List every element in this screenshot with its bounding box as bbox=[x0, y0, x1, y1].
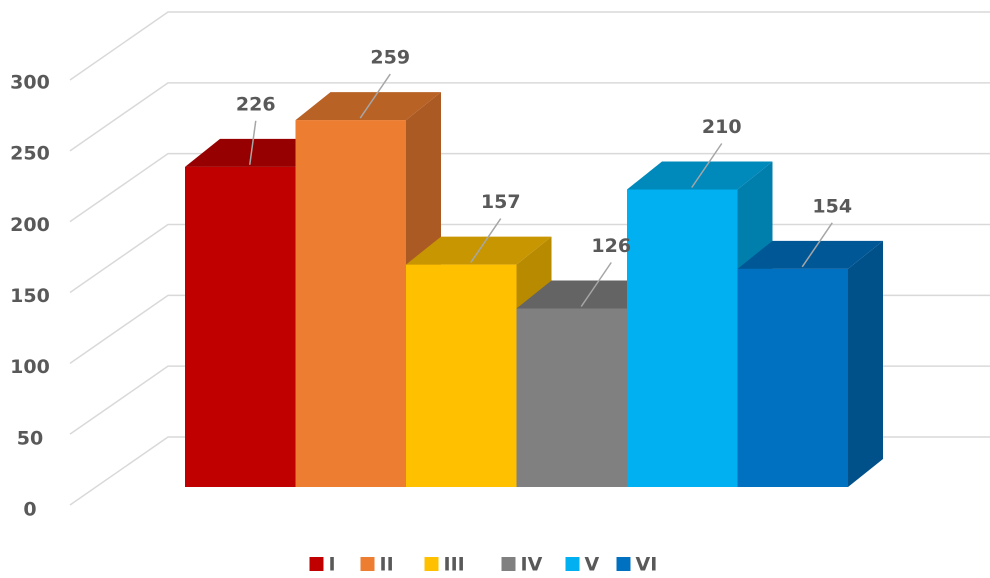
y-tick-label: 150 bbox=[10, 285, 50, 307]
legend-label: IV bbox=[521, 554, 543, 576]
leader-line bbox=[359, 73, 391, 119]
y-tick-label: 300 bbox=[10, 72, 50, 94]
leader-line bbox=[691, 143, 723, 188]
leader-line bbox=[249, 120, 257, 165]
legend-swatch bbox=[501, 557, 516, 571]
bar bbox=[737, 268, 848, 487]
leader-line bbox=[470, 218, 502, 264]
y-tick-label: 50 bbox=[17, 427, 43, 449]
bar-side bbox=[848, 240, 883, 487]
bar bbox=[185, 166, 296, 488]
grid-line bbox=[69, 152, 990, 223]
data-label: 226 bbox=[236, 93, 276, 115]
bar bbox=[295, 120, 406, 487]
legend-label: III bbox=[444, 554, 465, 576]
data-label: 154 bbox=[812, 195, 852, 217]
legend-label: I bbox=[329, 554, 336, 576]
y-tick-label: 100 bbox=[10, 356, 50, 378]
leader-line bbox=[801, 222, 833, 268]
legend-swatch bbox=[424, 557, 439, 571]
y-tick-label: 200 bbox=[10, 214, 50, 236]
legend-label: VI bbox=[636, 554, 658, 576]
data-label: 259 bbox=[370, 47, 410, 69]
grid-line bbox=[69, 11, 990, 81]
legend-swatch bbox=[309, 557, 324, 571]
data-label: 210 bbox=[702, 116, 742, 138]
y-tick-label: 250 bbox=[10, 143, 50, 165]
y-tick-label: 0 bbox=[23, 499, 36, 521]
legend-swatch bbox=[565, 557, 580, 571]
bar bbox=[627, 189, 738, 487]
legend-swatch bbox=[616, 557, 631, 571]
legend-swatch bbox=[360, 557, 375, 571]
leader-line bbox=[580, 262, 612, 307]
bar-top bbox=[185, 138, 331, 167]
data-label: 157 bbox=[481, 191, 521, 213]
bar bbox=[516, 308, 627, 487]
legend-label: V bbox=[585, 554, 600, 576]
data-label: 126 bbox=[591, 235, 631, 257]
legend-label: II bbox=[380, 554, 394, 576]
bar bbox=[406, 264, 517, 487]
grid-line bbox=[69, 82, 990, 152]
